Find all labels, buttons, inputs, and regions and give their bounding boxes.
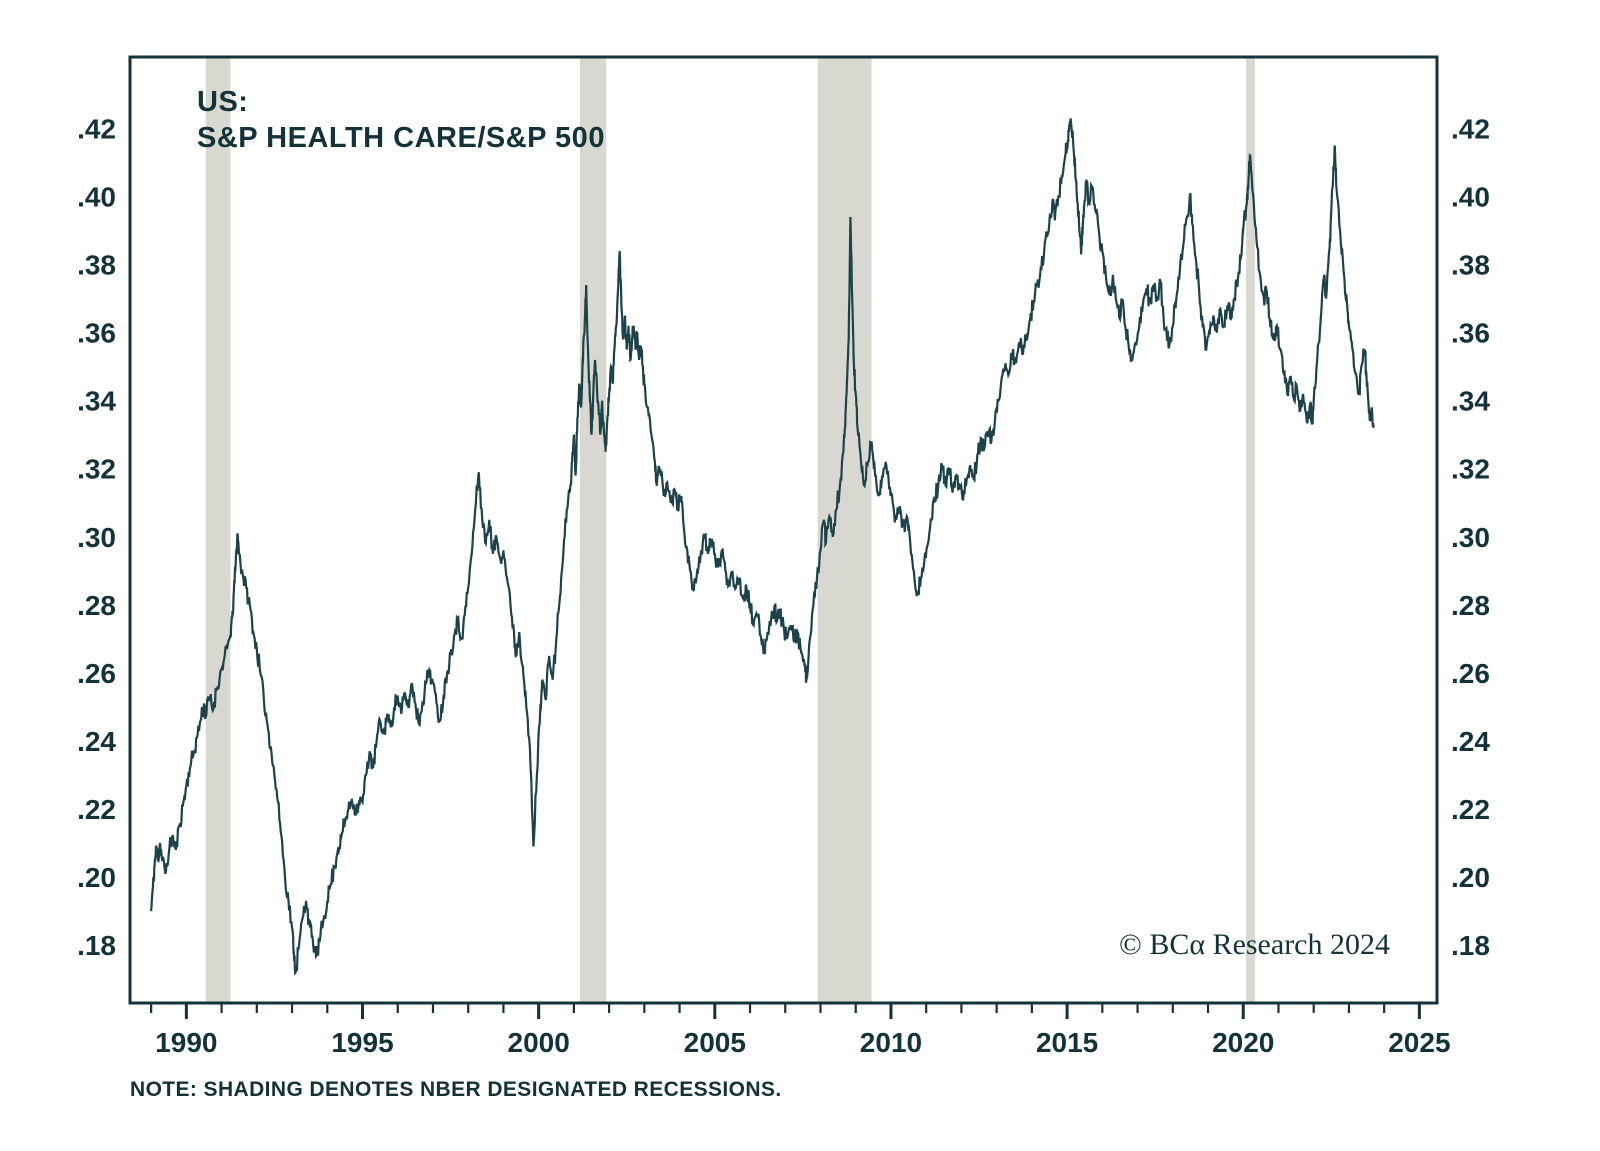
footnote: NOTE: SHADING DENOTES NBER DESIGNATED RE… [130, 1078, 782, 1101]
x-tick-label: 1995 [331, 1027, 393, 1058]
y-tick-label-left: .20 [77, 862, 116, 893]
recession-band [205, 57, 231, 1003]
y-tick-label-left: .34 [77, 386, 116, 417]
y-tick-label-right: .40 [1451, 182, 1490, 213]
y-tick-label-right: .36 [1451, 318, 1490, 349]
y-tick-label-left: .18 [77, 930, 116, 961]
y-tick-label-left: .30 [77, 522, 116, 553]
y-tick-label-right: .26 [1451, 658, 1490, 689]
y-tick-label-left: .22 [77, 794, 116, 825]
chart-title-line1: US: [197, 86, 249, 118]
y-tick-label-right: .30 [1451, 522, 1490, 553]
y-tick-label-right: .34 [1451, 386, 1490, 417]
y-tick-label-left: .26 [77, 658, 116, 689]
x-tick-label: 2005 [684, 1027, 746, 1058]
chart-title: US: S&P HEALTH CARE/S&P 500 [197, 84, 605, 156]
x-tick-label: 2025 [1388, 1027, 1450, 1058]
y-tick-label-right: .38 [1451, 250, 1490, 281]
y-tick-label-right: .20 [1451, 862, 1490, 893]
recession-band [579, 57, 607, 1003]
y-tick-label-left: .42 [77, 113, 116, 144]
x-tick-label: 2010 [860, 1027, 922, 1058]
y-tick-label-right: .28 [1451, 590, 1490, 621]
chart-title-line2: S&P HEALTH CARE/S&P 500 [197, 122, 605, 154]
plot-frame [128, 55, 1439, 1005]
x-tick-label: 2015 [1036, 1027, 1098, 1058]
y-tick-label-right: .22 [1451, 794, 1490, 825]
y-tick-label-left: .32 [77, 454, 116, 485]
y-tick-label-right: .32 [1451, 454, 1490, 485]
y-tick-label-right: .24 [1451, 726, 1490, 757]
y-tick-label-right: .18 [1451, 930, 1490, 961]
ratio-line-series [150, 118, 1375, 976]
x-tick-label: 1990 [155, 1027, 217, 1058]
y-tick-label-right: .42 [1451, 113, 1490, 144]
y-tick-label-left: .38 [77, 250, 116, 281]
y-tick-label-left: .24 [77, 726, 116, 757]
y-tick-label-left: .36 [77, 318, 116, 349]
y-tick-label-left: .28 [77, 590, 116, 621]
y-tick-label-left: .40 [77, 182, 116, 213]
recession-band [1246, 57, 1255, 1003]
x-tick-label: 2000 [508, 1027, 570, 1058]
copyright-watermark: © BCα Research 2024 [1119, 928, 1390, 961]
x-tick-label: 2020 [1212, 1027, 1274, 1058]
